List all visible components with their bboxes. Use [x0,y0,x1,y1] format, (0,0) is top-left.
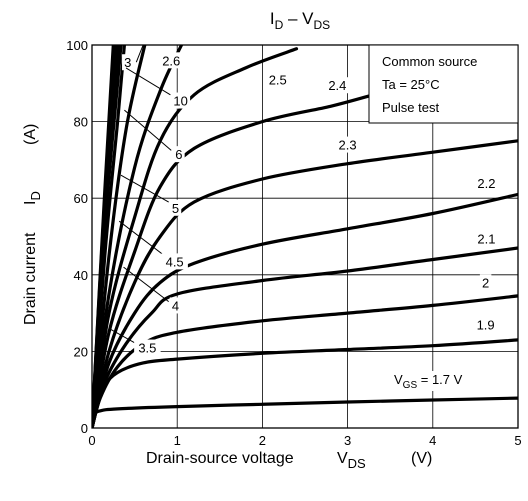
x-tick-label: 1 [174,433,181,448]
y-axis-label: Drain currentID(A) [22,124,43,325]
curve-label-2-2: 2.2 [477,176,495,191]
series-vgs-2 [92,294,518,428]
annotation-bg [479,274,492,291]
series-vgs-2-4 [92,93,375,428]
plot-frame [91,44,519,429]
legend-box-frame [368,44,519,124]
annotation-bg [264,71,291,88]
chart-title: ID – VDS [270,9,330,32]
y-tick-label: 20 [74,344,88,359]
y-tick-label: 0 [81,421,88,436]
x-tick-label: 3 [344,433,351,448]
legend-box: Common source Ta = 25°C Pulse test [368,44,519,124]
y-tick-label: 80 [74,115,88,130]
leader-line [118,220,165,257]
leader-line [135,44,144,63]
curve-label-1-9: 1.9 [477,318,495,333]
curve-label-3-5: 3.5 [138,341,156,356]
annotation-bg [171,92,191,109]
curves [92,45,518,428]
annotation-bg [161,253,188,270]
annotation-bg [472,316,499,333]
y-tick-label: 100 [66,38,88,53]
leader-line [108,327,137,345]
annotation-bg [169,199,182,216]
y-tick-label: 40 [74,268,88,283]
annotation-bg [134,339,161,356]
annotation-bg [334,136,361,153]
leader-line [123,266,169,303]
x-tick-label: 5 [514,433,521,448]
legend-line-3: Pulse test [382,100,439,115]
curve-label-5: 5 [172,201,179,216]
curve-label-3: 3 [124,55,131,70]
legend-line-1: Common source [382,54,477,69]
annotation-bg [473,174,500,191]
curve-label-2-6: 2.6 [162,53,180,68]
annotation-bg [173,146,185,163]
x-tick-label: 4 [429,433,436,448]
curve-label-10: 10 [173,94,187,109]
x-axis-label: Drain-source voltage VDS (V) [146,450,432,471]
curve-annotations: 3 2.6 2.5 2.4 10 6 2.3 5 2.2 4.5 2.1 2 4 1.9 3.5 VGS = … [108,44,506,391]
axis-ticks: 0 1 2 3 4 5 0 20 40 60 80 100 [66,38,521,448]
curve-label-4-5: 4.5 [166,254,184,269]
curve-label-4: 4 [172,298,179,313]
series-vgs-2-2 [92,192,518,428]
annotation-bg [169,297,182,314]
series-vgs-2-6 [92,45,184,428]
series-vgs-2-1 [92,246,518,428]
annotation-bg [473,230,500,247]
y-tick-label: 60 [74,191,88,206]
curve-label-2-4: 2.4 [328,78,346,93]
curve-label-2-1: 2.1 [477,231,495,246]
series-vgs-10 [92,45,115,428]
leader-line [124,109,172,151]
curve-label-2-3: 2.3 [339,138,357,153]
curve-label-6: 6 [175,147,182,162]
curve-label-2-5: 2.5 [269,72,287,87]
annotation-bg [324,77,351,94]
series-vgs-2-3 [92,139,518,428]
series-vgs-1-7 [92,396,518,428]
annotation-bg [122,54,134,71]
legend-line-2: Ta = 25°C [382,77,440,92]
annotation-bg [157,52,185,69]
vgs-1-7-label: VGS = 1.7 V [394,372,463,391]
vgs-label-bg [392,371,506,391]
x-tick-label: 2 [259,433,266,448]
x-tick-label: 0 [88,433,95,448]
leader-line [125,67,171,96]
curve-label-2: 2 [482,275,489,290]
leader-line [120,174,169,203]
series-vgs-2-5 [92,47,299,428]
